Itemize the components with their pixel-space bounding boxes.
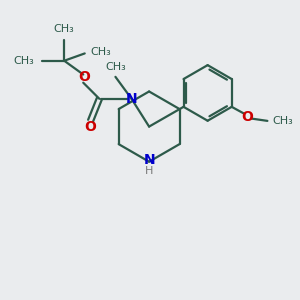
Text: H: H — [145, 166, 153, 176]
Text: N: N — [126, 92, 137, 106]
Text: CH₃: CH₃ — [54, 24, 75, 34]
Text: CH₃: CH₃ — [272, 116, 293, 127]
Text: CH₃: CH₃ — [14, 56, 34, 66]
Text: CH₃: CH₃ — [105, 61, 126, 72]
Text: O: O — [241, 110, 253, 124]
Text: O: O — [78, 70, 90, 84]
Text: N: N — [143, 153, 155, 167]
Text: CH₃: CH₃ — [91, 47, 111, 57]
Text: O: O — [84, 120, 96, 134]
